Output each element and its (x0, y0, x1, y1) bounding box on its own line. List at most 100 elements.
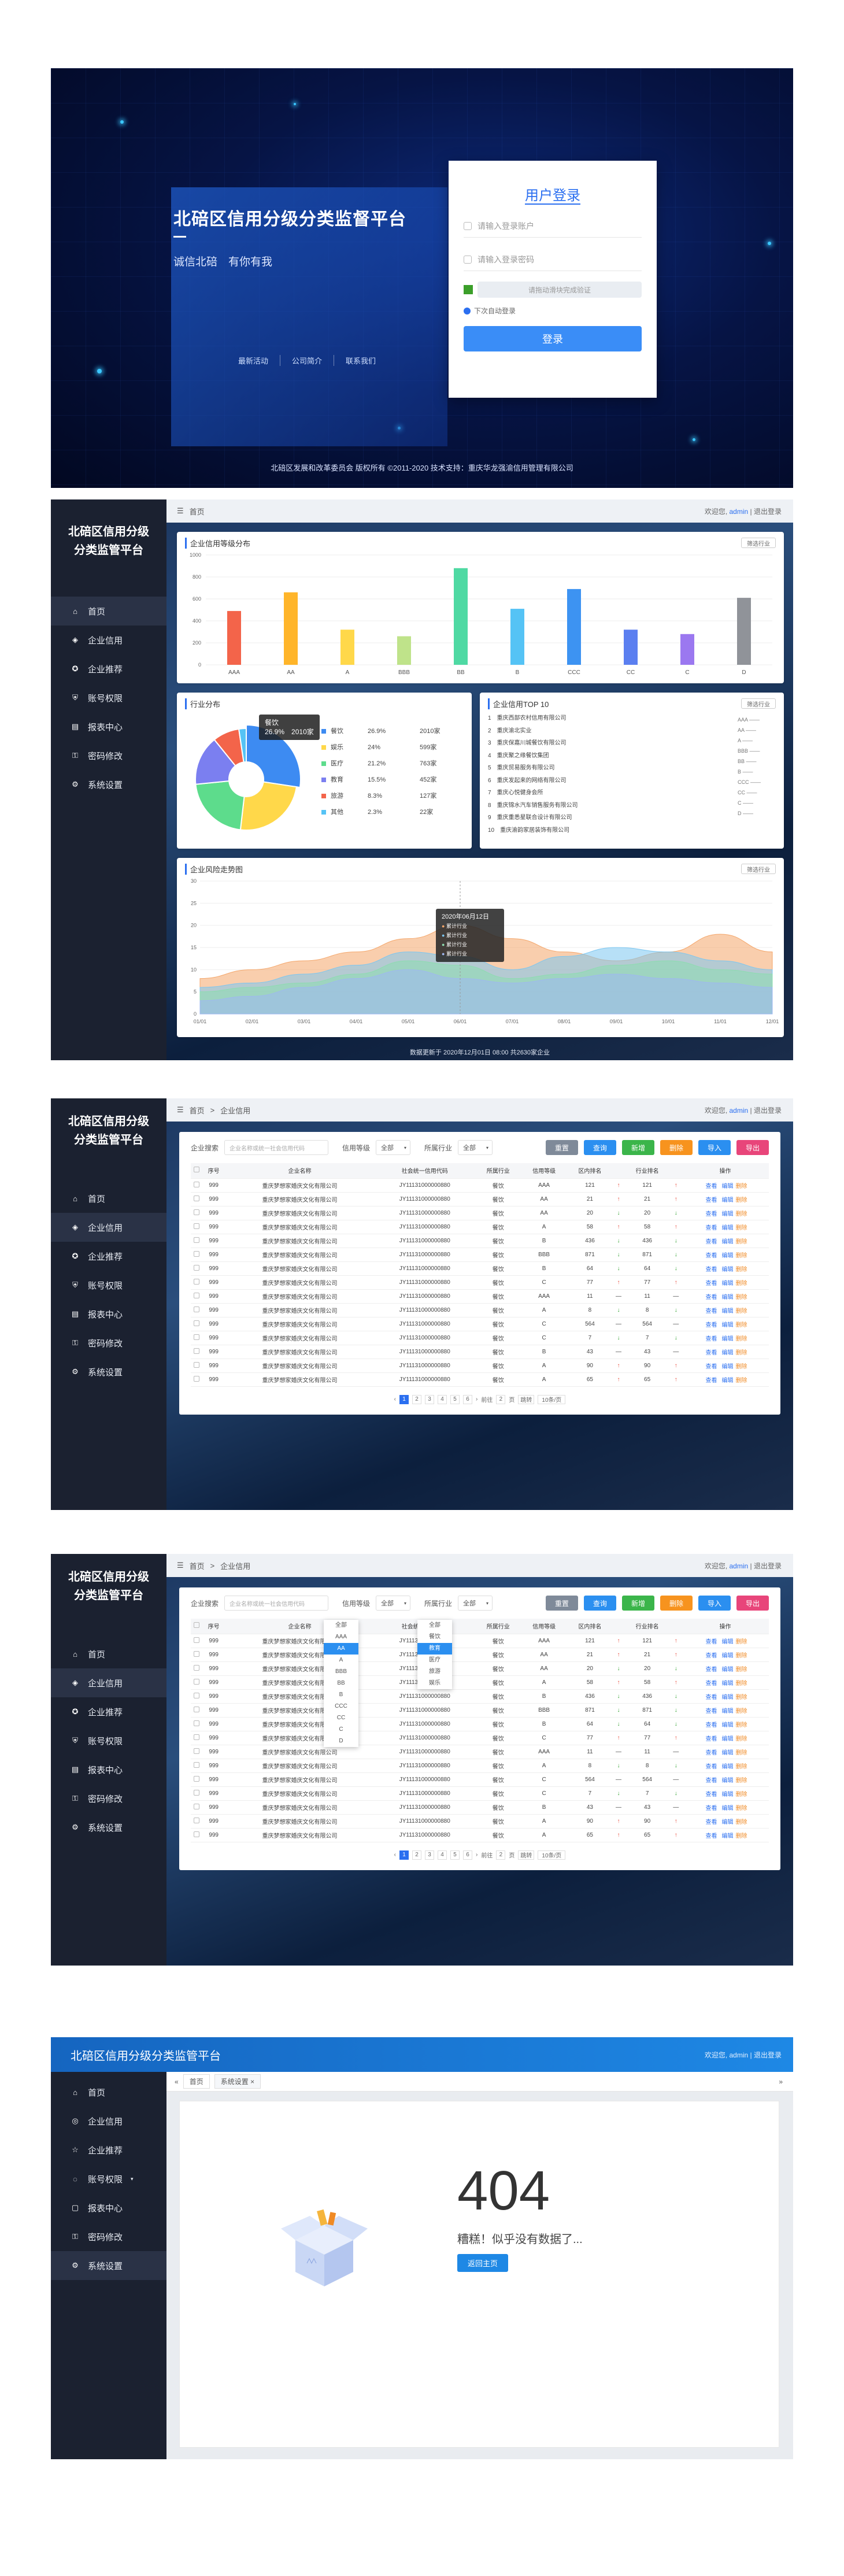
sidebar-item-reports[interactable]: ▢ 报表中心 (51, 2193, 166, 2222)
row-checkbox-cell[interactable] (191, 1814, 202, 1829)
view-link[interactable]: 查看 (705, 1294, 717, 1301)
username-field[interactable]: 请输入登录账户 (464, 214, 642, 238)
sidebar-item-home[interactable]: ⌂ 首页 (51, 1184, 166, 1213)
checkbox[interactable] (193, 1650, 199, 1657)
jump-button[interactable]: 跳转 (518, 1850, 535, 1860)
delete-link[interactable]: 删除 (735, 1749, 747, 1756)
breadcrumb-home[interactable]: 首页 (189, 1106, 205, 1115)
delete-link[interactable]: 删除 (735, 1833, 747, 1840)
top10-item[interactable]: 2 重庆渝北实业 (488, 727, 532, 734)
username[interactable]: admin (729, 507, 749, 516)
checkbox[interactable] (193, 1803, 199, 1809)
row-checkbox-cell[interactable] (191, 1261, 202, 1276)
page-number[interactable]: 1 (399, 1394, 409, 1404)
row-checkbox-cell[interactable] (191, 1717, 202, 1731)
edit-link[interactable]: 编辑 (721, 1819, 734, 1826)
checkbox[interactable] (193, 1831, 199, 1837)
edit-link[interactable]: 编辑 (721, 1638, 734, 1645)
row-checkbox-cell[interactable] (191, 1800, 202, 1815)
edit-link[interactable]: 编辑 (721, 1377, 734, 1384)
delete-link[interactable]: 删除 (735, 1652, 747, 1659)
sidebar-item-credit[interactable]: ◎ 企业信用 (51, 2107, 166, 2135)
edit-link[interactable]: 编辑 (721, 1211, 734, 1217)
delete-link[interactable]: 删除 (735, 1294, 747, 1301)
reset-button[interactable]: 重置 (545, 1140, 578, 1155)
view-link[interactable]: 查看 (705, 1652, 717, 1659)
view-link[interactable]: 查看 (705, 1183, 717, 1190)
row-checkbox-cell[interactable] (191, 1648, 202, 1662)
sidebar-item-password[interactable]: ⚿ 密码修改 (51, 2222, 166, 2251)
sidebar-item-report[interactable]: ▤ 报表中心 (51, 1300, 166, 1328)
view-link[interactable]: 查看 (705, 1280, 717, 1287)
edit-link[interactable]: 编辑 (721, 1833, 734, 1840)
edit-link[interactable]: 编辑 (721, 1735, 734, 1742)
checkbox[interactable] (193, 1237, 199, 1243)
checkbox[interactable] (193, 1264, 199, 1271)
sidebar-item-recommend[interactable]: ☆ 企业推荐 (51, 2135, 166, 2164)
menu-toggle-icon[interactable]: ☰ (177, 1561, 184, 1570)
search-button[interactable]: 查询 (583, 1140, 616, 1155)
industry-option[interactable]: 教育 (417, 1643, 452, 1655)
rank-option[interactable]: C (339, 1726, 343, 1733)
edit-link[interactable]: 编辑 (721, 1349, 734, 1356)
delete-link[interactable]: 删除 (735, 1735, 747, 1742)
sidebar-item-shield[interactable]: ⛨ 账号权限 (51, 1726, 166, 1755)
edit-link[interactable]: 编辑 (721, 1183, 734, 1190)
menu-toggle-icon[interactable]: ☰ (177, 1105, 184, 1114)
industry-filter-select[interactable]: 筛选行业 (741, 538, 776, 548)
link-latest-activity[interactable]: 最新活动 (227, 355, 281, 366)
breadcrumb-home[interactable]: 首页 (189, 507, 205, 516)
view-link[interactable]: 查看 (705, 1666, 717, 1673)
rank-option[interactable]: CC (336, 1715, 346, 1721)
sidebar-item-badge[interactable]: ◈ 企业信用 (51, 1213, 166, 1242)
row-checkbox-cell[interactable] (191, 1359, 202, 1373)
sidebar-item-reports[interactable]: ▤ 报表中心 (51, 712, 166, 741)
sidebar-item-password[interactable]: ⚿ 密码修改 (51, 741, 166, 770)
sidebar-item-badge[interactable]: ◈ 企业信用 (51, 1668, 166, 1697)
top10-item[interactable]: 1 重庆西部农村信用有限公司 (488, 715, 567, 721)
jump-button[interactable]: 跳转 (518, 1394, 535, 1404)
row-checkbox-cell[interactable] (191, 1772, 202, 1787)
delete-link[interactable]: 删除 (735, 1308, 747, 1315)
checkbox[interactable] (193, 1789, 199, 1796)
tabs-scroll-right-icon[interactable]: » (779, 2077, 783, 2086)
edit-link[interactable]: 编辑 (721, 1266, 734, 1273)
logout-link[interactable]: 退出登录 (753, 507, 782, 516)
edit-link[interactable]: 编辑 (721, 1694, 734, 1701)
captcha-slider[interactable]: 请拖动滑块完成验证 (464, 282, 642, 298)
edit-link[interactable]: 编辑 (721, 1680, 734, 1687)
remember-checkbox[interactable] (464, 307, 471, 314)
row-checkbox-cell[interactable] (191, 1661, 202, 1676)
delete-link[interactable]: 删除 (735, 1763, 747, 1770)
rank-option[interactable]: CCC (335, 1703, 347, 1709)
view-link[interactable]: 查看 (705, 1238, 717, 1245)
checkbox[interactable] (193, 1320, 199, 1326)
sidebar-item-gear[interactable]: ⚙ 系统设置 (51, 1357, 166, 1386)
page-number[interactable]: 5 (450, 1850, 460, 1860)
checkbox[interactable] (193, 1167, 199, 1173)
row-checkbox-cell[interactable] (191, 1220, 202, 1234)
login-button[interactable]: 登录 (464, 326, 642, 351)
industry-filter-select[interactable]: 筛选行业 (741, 698, 776, 709)
row-checkbox-cell[interactable] (191, 1289, 202, 1304)
search-input[interactable]: 企业名称或统一社会信用代码 (224, 1140, 329, 1155)
checkbox[interactable] (193, 1775, 199, 1782)
delete-link[interactable]: 删除 (735, 1777, 747, 1784)
edit-link[interactable]: 编辑 (721, 1791, 734, 1798)
view-link[interactable]: 查看 (705, 1680, 717, 1687)
view-link[interactable]: 查看 (705, 1819, 717, 1826)
edit-link[interactable]: 编辑 (721, 1322, 734, 1328)
view-link[interactable]: 查看 (705, 1197, 717, 1204)
view-link[interactable]: 查看 (705, 1833, 717, 1840)
row-checkbox-cell[interactable] (191, 1303, 202, 1317)
view-link[interactable]: 查看 (705, 1694, 717, 1701)
breadcrumb-home[interactable]: 首页 (189, 1561, 205, 1571)
view-link[interactable]: 查看 (705, 1735, 717, 1742)
page-size-select[interactable]: 10条/页 (538, 1850, 566, 1860)
view-link[interactable]: 查看 (705, 1335, 717, 1342)
rank-select[interactable]: 全部 ▾ (376, 1596, 411, 1611)
row-checkbox-cell[interactable] (191, 1206, 202, 1220)
search-input[interactable]: 企业名称或统一社会信用代码 (224, 1596, 329, 1611)
rank-option[interactable]: AA (324, 1643, 358, 1655)
industry-select[interactable]: 全部 ▾ (458, 1140, 493, 1155)
